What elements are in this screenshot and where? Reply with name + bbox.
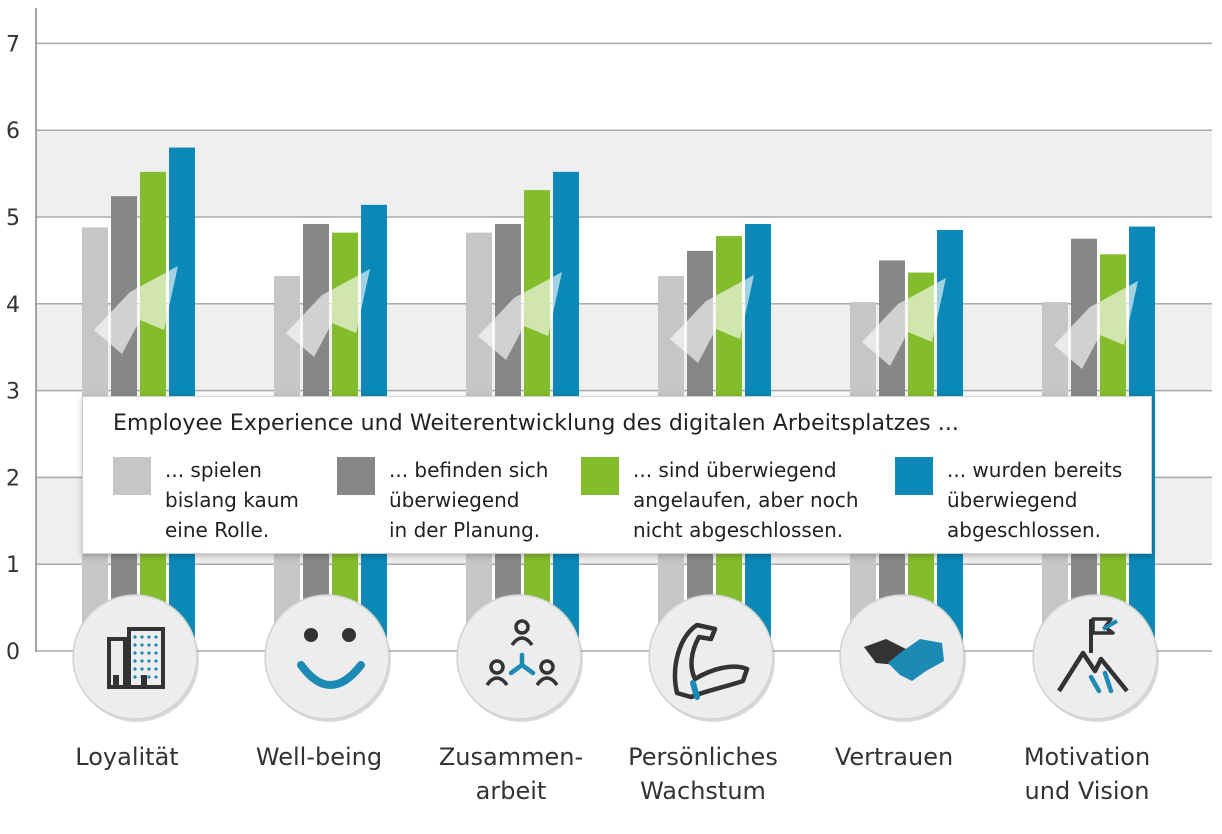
legend-swatch-blue bbox=[895, 457, 933, 495]
legend-item-rolle: ... spielen bislang kaum eine Rolle. bbox=[113, 455, 299, 545]
band-3 bbox=[36, 303, 1212, 391]
category-label: Motivation und Vision bbox=[1024, 743, 1150, 805]
legend-swatch-dark-gray bbox=[337, 457, 375, 495]
arrow-overlay bbox=[478, 272, 562, 360]
arrow-overlay bbox=[94, 266, 178, 354]
y-tick-label: 3 bbox=[6, 380, 20, 405]
network-icon bbox=[456, 594, 583, 722]
category-label: Loyalität bbox=[75, 743, 178, 771]
legend-item-angelaufen: ... sind überwiegend angelaufen, aber no… bbox=[581, 455, 859, 545]
y-tick-label: 5 bbox=[6, 206, 20, 231]
handshake-icon bbox=[839, 594, 966, 722]
y-axis-ticks: 0 1 2 3 4 5 6 7 bbox=[6, 32, 20, 665]
arrow-overlay bbox=[1054, 281, 1138, 369]
building-icon bbox=[72, 594, 199, 722]
smiley-icon bbox=[264, 594, 391, 722]
legend-swatch-green bbox=[581, 457, 619, 495]
legend-label-angelaufen: ... sind überwiegend angelaufen, aber no… bbox=[633, 458, 859, 542]
y-tick-label: 1 bbox=[6, 553, 20, 578]
legend-label-rolle: ... spielen bislang kaum eine Rolle. bbox=[165, 458, 299, 542]
legend-item-abgeschlossen: ... wurden bereits überwiegend abgeschlo… bbox=[895, 455, 1122, 545]
category-label: Persönliches Wachstum bbox=[628, 743, 778, 805]
arrow-overlay bbox=[670, 275, 754, 363]
category-label: Well-being bbox=[256, 743, 382, 771]
legend-swatch-light-gray bbox=[113, 457, 151, 495]
legend: Employee Experience und Weiterentwicklun… bbox=[82, 396, 1152, 554]
y-tick-label: 7 bbox=[6, 32, 20, 57]
y-tick-label: 4 bbox=[6, 293, 20, 318]
legend-title: Employee Experience und Weiterentwicklun… bbox=[113, 411, 960, 436]
arrow-overlays bbox=[94, 266, 1138, 369]
category-icons bbox=[72, 594, 1159, 722]
y-tick-label: 0 bbox=[6, 640, 20, 665]
y-tick-label: 2 bbox=[6, 466, 20, 491]
muscle-arm-icon bbox=[648, 594, 775, 722]
band-5 bbox=[36, 130, 1212, 217]
legend-label-abgeschlossen: ... wurden bereits überwiegend abgeschlo… bbox=[947, 458, 1123, 542]
category-label: Vertrauen bbox=[835, 743, 953, 771]
arrow-overlay bbox=[862, 278, 946, 366]
mountain-flag-icon bbox=[1032, 594, 1159, 722]
category-labels: Loyalität Well-being Zusammen-arbeit Persön… bbox=[75, 743, 1150, 805]
y-tick-label: 6 bbox=[6, 119, 20, 144]
arrow-overlay bbox=[286, 269, 370, 357]
legend-item-planung: ... befinden sich überwiegend in der Pla… bbox=[337, 455, 548, 545]
category-label: Zusammen-arbeit bbox=[439, 743, 583, 805]
legend-label-planung: ... befinden sich überwiegend in der Pla… bbox=[389, 458, 549, 542]
